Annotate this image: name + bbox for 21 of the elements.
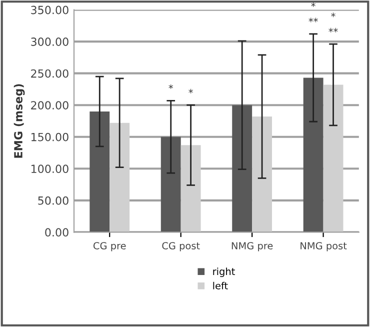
y-tick-label: 100.00 xyxy=(31,164,68,174)
annotation: * xyxy=(331,12,336,18)
annotation: * xyxy=(188,88,193,94)
y-tick-label: 150.00 xyxy=(31,132,68,142)
y-tick-label: 250.00 xyxy=(31,69,68,78)
y-axis-title: EMG (mseg) xyxy=(14,84,25,158)
legend-label: right xyxy=(213,268,235,278)
x-tick-label: NMG post xyxy=(300,242,347,252)
annotation: * xyxy=(168,84,174,89)
y-tick-label: 350.00 xyxy=(31,6,68,14)
y-tick-label: 200.00 xyxy=(31,101,68,110)
text: * xyxy=(311,2,316,7)
x-tick-label: NMG pre xyxy=(232,242,273,252)
x-tick-label: CG post xyxy=(162,242,200,252)
annotation: ** xyxy=(308,18,318,22)
annotation: ** xyxy=(328,28,338,32)
y-tick-label: 0.00 xyxy=(45,228,68,237)
y-tick-label: 300.00 xyxy=(31,38,68,46)
y-tick-label: 50.00 xyxy=(38,196,68,205)
x-tick-label: CG pre xyxy=(93,242,126,252)
legend-label: left xyxy=(213,282,228,290)
